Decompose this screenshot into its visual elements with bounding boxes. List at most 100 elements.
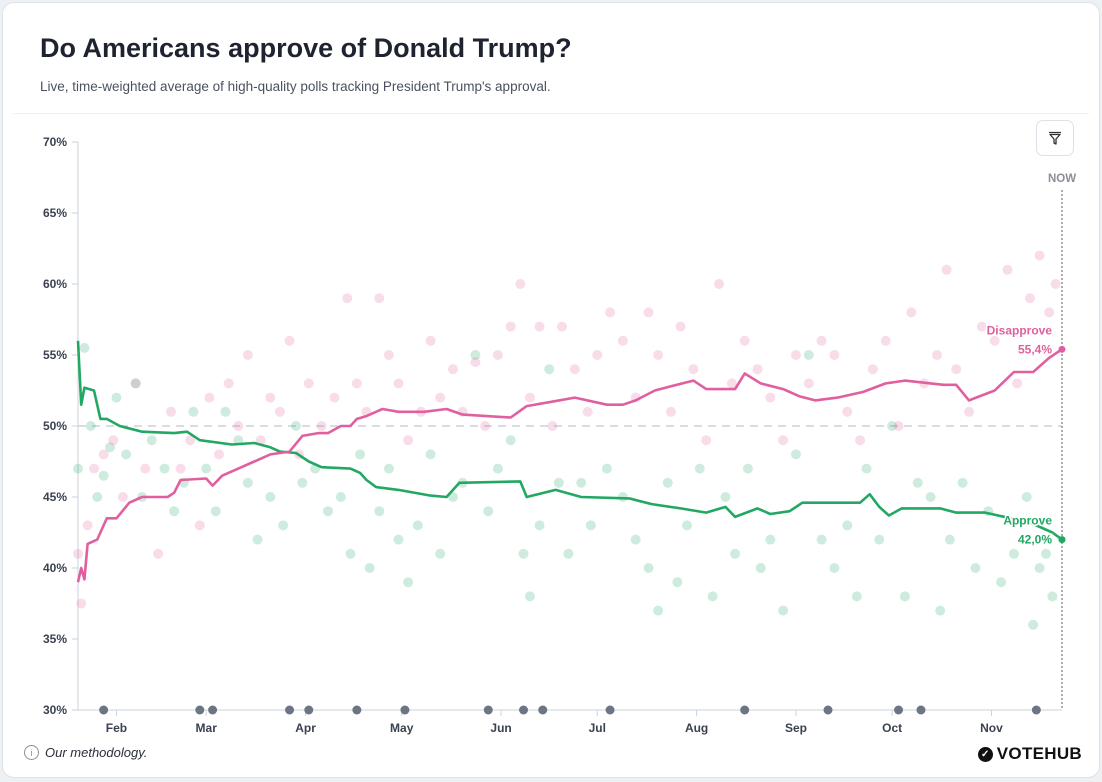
poll-dot-disapprove: [675, 321, 686, 332]
poll-dot-disapprove: [329, 392, 340, 403]
poll-dot-approve: [1047, 591, 1058, 602]
poll-dot-approve: [563, 548, 574, 559]
poll-dot-disapprove: [816, 335, 827, 346]
poll-dot-disapprove: [547, 421, 558, 431]
event-marker: [304, 705, 314, 715]
poll-dot-disapprove: [505, 321, 516, 332]
poll-dot-disapprove: [403, 435, 414, 446]
poll-dot-approve: [201, 463, 212, 474]
poll-dot-disapprove: [592, 350, 603, 360]
poll-dot-approve: [1028, 619, 1039, 630]
poll-dot-disapprove: [492, 350, 503, 360]
poll-dot-disapprove: [1044, 307, 1055, 318]
poll-dot-approve: [73, 463, 83, 474]
poll-dot-disapprove: [435, 392, 446, 403]
poll-dot-approve: [1008, 548, 1019, 559]
poll-dot-disapprove: [803, 378, 814, 389]
poll-dot-disapprove: [153, 548, 164, 559]
event-marker: [195, 705, 205, 715]
y-tick-label: 70%: [43, 135, 67, 149]
poll-dot-disapprove: [470, 357, 481, 368]
event-marker: [916, 705, 926, 715]
poll-dot-approve: [681, 520, 692, 531]
filter-button[interactable]: [1036, 120, 1074, 156]
event-marker: [99, 705, 109, 715]
poll-dot-approve: [925, 492, 936, 502]
poll-dot-disapprove: [255, 435, 266, 446]
poll-dot-disapprove: [906, 307, 917, 318]
trend-line-disapprove: [76, 348, 1063, 583]
poll-dot-approve: [364, 563, 375, 573]
poll-dot-approve: [425, 449, 436, 460]
poll-dot-disapprove: [140, 463, 151, 474]
poll-dot-disapprove: [515, 279, 526, 289]
event-marker: [483, 705, 493, 715]
poll-dot-disapprove: [98, 449, 109, 460]
poll-dot-disapprove: [829, 350, 840, 360]
poll-dot-approve: [829, 563, 840, 573]
poll-dot-disapprove: [194, 520, 205, 531]
poll-dot-approve: [672, 577, 683, 588]
poll-dot-approve: [935, 605, 946, 616]
poll-dot-approve: [210, 506, 221, 517]
poll-dot-disapprove: [556, 321, 567, 332]
x-tick-label: Mar: [196, 721, 218, 735]
poll-dot-disapprove: [605, 307, 616, 318]
poll-dot-approve: [335, 492, 346, 502]
poll-dot-disapprove: [76, 598, 87, 609]
page-subtitle: Live, time-weighted average of high-qual…: [40, 79, 551, 94]
poll-dot-approve: [79, 342, 90, 353]
poll-dot-disapprove: [842, 406, 853, 417]
poll-dot-disapprove: [524, 392, 535, 403]
x-tick-label: Aug: [685, 721, 708, 735]
trend-line-approve: [76, 340, 1063, 541]
poll-dot-disapprove: [701, 435, 712, 446]
poll-dot-disapprove: [214, 449, 225, 460]
event-marker: [823, 705, 833, 715]
poll-dot-disapprove: [89, 463, 100, 474]
series-value-approve: 42,0%: [1018, 533, 1052, 547]
poll-dot-approve: [730, 548, 741, 559]
poll-dot-approve: [778, 605, 789, 616]
poll-dot-approve: [518, 548, 529, 559]
poll-dot-approve: [765, 534, 776, 545]
methodology-link[interactable]: i Our methodology.: [24, 745, 147, 760]
poll-dot-approve: [130, 378, 141, 389]
poll-dot-approve: [111, 392, 122, 403]
poll-dot-disapprove: [175, 463, 186, 474]
poll-dot-approve: [707, 591, 718, 602]
poll-dot-disapprove: [108, 435, 119, 446]
y-tick-label: 45%: [43, 490, 67, 504]
x-tick-label: Jul: [589, 721, 606, 735]
poll-dot-approve: [816, 534, 827, 545]
poll-dot-disapprove: [117, 492, 128, 502]
poll-dot-approve: [694, 463, 705, 474]
poll-dot-approve: [970, 563, 981, 573]
series-label-approve: Approve: [1003, 514, 1052, 528]
poll-dot-approve: [278, 520, 289, 531]
series-label-disapprove: Disapprove: [987, 323, 1053, 337]
poll-dot-approve: [265, 492, 276, 502]
check-icon: ✓: [977, 746, 993, 762]
poll-dot-disapprove: [274, 406, 285, 417]
poll-dot-approve: [576, 477, 587, 488]
y-tick-label: 60%: [43, 277, 67, 291]
poll-dot-approve: [643, 563, 654, 573]
poll-dot-approve: [355, 449, 366, 460]
event-marker: [208, 705, 218, 715]
poll-dot-approve: [803, 350, 814, 360]
poll-dot-approve: [146, 435, 157, 446]
end-dot-approve: [1058, 536, 1066, 544]
x-tick-label: May: [390, 721, 414, 735]
poll-dot-disapprove: [617, 335, 628, 346]
end-dot-disapprove: [1058, 345, 1066, 353]
poll-dot-disapprove: [1002, 264, 1013, 275]
poll-dot-approve: [653, 605, 664, 616]
poll-dot-disapprove: [425, 335, 436, 346]
methodology-label: Our methodology.: [45, 745, 148, 760]
poll-dot-disapprove: [778, 435, 789, 446]
event-marker: [740, 705, 750, 715]
poll-dot-disapprove: [82, 520, 93, 531]
poll-dot-approve: [585, 520, 596, 531]
